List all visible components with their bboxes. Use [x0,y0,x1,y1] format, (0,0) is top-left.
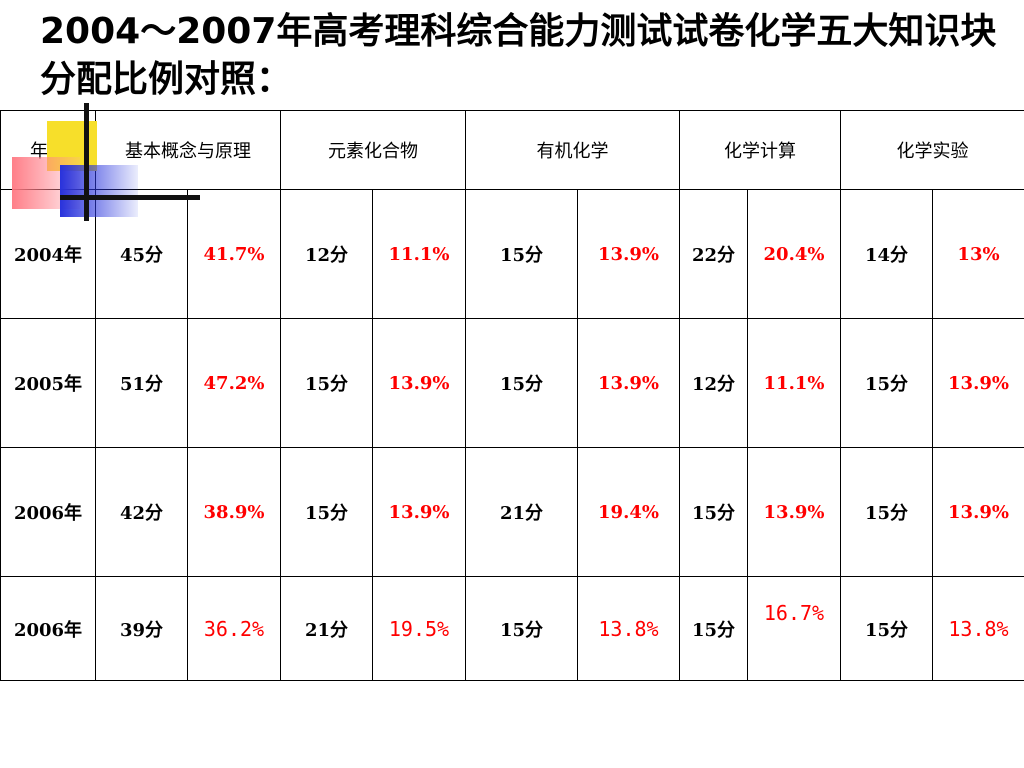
year-cell: 2006年 [0,447,96,577]
percent-cell: 13% [932,189,1024,319]
header-basic: 基本概念与原理 [95,110,281,190]
header-experiment: 化学实验 [840,110,1024,190]
score-cell: 15分 [840,318,933,448]
header-organic: 有机化学 [465,110,680,190]
table-row: 2006年 42分 38.9% 15分 13.9% 21分 19.4% 15分 … [0,447,1024,577]
percent-cell: 13.9% [577,318,680,448]
percent-cell: 13.8% [932,576,1024,681]
score-cell: 15分 [465,318,578,448]
table-container: 年份 基本概念与原理 元素化合物 有机化学 化学计算 化学实验 2004年 45… [0,110,1024,681]
percent-cell: 36.2% [187,576,281,681]
score-cell: 15分 [465,189,578,319]
percent-cell: 13.9% [932,447,1024,577]
header-row: 年份 基本概念与原理 元素化合物 有机化学 化学计算 化学实验 [0,110,1024,190]
percent-cell: 38.9% [187,447,281,577]
percent-cell: 19.4% [577,447,680,577]
header-calc: 化学计算 [679,110,841,190]
percent-cell: 16.7% [747,576,841,681]
percent-cell: 13.9% [747,447,841,577]
score-cell: 12分 [679,318,748,448]
header-element: 元素化合物 [280,110,466,190]
score-cell: 42分 [95,447,188,577]
slide-title: 2004～2007年高考理科综合能力测试试卷化学五大知识块分配比例对照： [40,11,997,100]
header-year: 年份 [0,110,96,190]
percent-cell: 47.2% [187,318,281,448]
percent-cell: 41.7% [187,189,281,319]
score-cell: 51分 [95,318,188,448]
year-cell: 2005年 [0,318,96,448]
score-cell: 45分 [95,189,188,319]
knowledge-distribution-table: 年份 基本概念与原理 元素化合物 有机化学 化学计算 化学实验 2004年 45… [0,110,1024,681]
score-cell: 14分 [840,189,933,319]
score-cell: 15分 [679,576,748,681]
percent-cell: 13.9% [577,189,680,319]
score-cell: 22分 [679,189,748,319]
percent-cell: 13.9% [372,447,466,577]
score-cell: 15分 [465,576,578,681]
percent-cell: 11.1% [747,318,841,448]
score-cell: 15分 [280,447,373,577]
score-cell: 21分 [465,447,578,577]
score-cell: 12分 [280,189,373,319]
score-cell: 39分 [95,576,188,681]
table-row: 2006年 39分 36.2% 21分 19.5% 15分 13.8% 15分 … [0,576,1024,681]
percent-cell: 20.4% [747,189,841,319]
percent-cell: 13.9% [372,318,466,448]
table-row: 2004年 45分 41.7% 12分 11.1% 15分 13.9% 22分 … [0,189,1024,319]
table-row: 2005年 51分 47.2% 15分 13.9% 15分 13.9% 12分 … [0,318,1024,448]
percent-cell: 13.9% [932,318,1024,448]
score-cell: 21分 [280,576,373,681]
year-cell: 2006年 [0,576,96,681]
year-cell: 2004年 [0,189,96,319]
score-cell: 15分 [840,576,933,681]
score-cell: 15分 [280,318,373,448]
score-cell: 15分 [840,447,933,577]
percent-cell: 13.8% [577,576,680,681]
percent-cell: 19.5% [372,576,466,681]
percent-cell: 11.1% [372,189,466,319]
score-cell: 15分 [679,447,748,577]
